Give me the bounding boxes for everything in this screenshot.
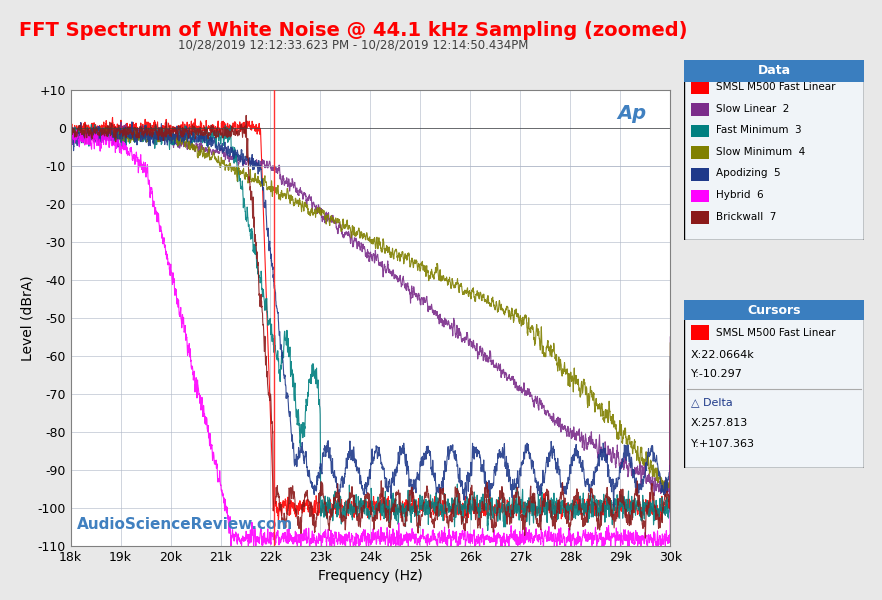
Text: Slow Minimum  4: Slow Minimum 4 bbox=[716, 147, 805, 157]
FancyBboxPatch shape bbox=[684, 300, 864, 468]
FancyBboxPatch shape bbox=[684, 60, 864, 240]
Text: △ Delta: △ Delta bbox=[691, 397, 733, 407]
Text: Y:-10.297: Y:-10.297 bbox=[691, 369, 743, 379]
Bar bbox=[691, 146, 709, 159]
Bar bbox=[691, 125, 709, 137]
Text: Cursors: Cursors bbox=[747, 304, 801, 317]
Bar bbox=[684, 60, 864, 82]
Bar bbox=[691, 325, 709, 340]
Text: Hybrid  6: Hybrid 6 bbox=[716, 190, 764, 200]
Text: Apodizing  5: Apodizing 5 bbox=[716, 169, 781, 178]
Bar bbox=[691, 82, 709, 94]
Text: SMSL M500 Fast Linear: SMSL M500 Fast Linear bbox=[716, 82, 835, 92]
Bar bbox=[691, 103, 709, 116]
Text: Slow Linear  2: Slow Linear 2 bbox=[716, 104, 789, 113]
Text: X:22.0664k: X:22.0664k bbox=[691, 350, 754, 361]
Text: Ap: Ap bbox=[617, 104, 647, 122]
Bar bbox=[691, 168, 709, 181]
X-axis label: Frequency (Hz): Frequency (Hz) bbox=[318, 569, 422, 583]
Text: Data: Data bbox=[758, 64, 790, 77]
Bar bbox=[691, 190, 709, 202]
Text: SMSL M500 Fast Linear: SMSL M500 Fast Linear bbox=[716, 328, 835, 338]
Text: X:257.813: X:257.813 bbox=[691, 418, 748, 428]
Text: Y:+107.363: Y:+107.363 bbox=[691, 439, 755, 449]
Text: FFT Spectrum of White Noise @ 44.1 kHz Sampling (zoomed): FFT Spectrum of White Noise @ 44.1 kHz S… bbox=[19, 21, 687, 40]
Text: Brickwall  7: Brickwall 7 bbox=[716, 212, 776, 221]
Bar bbox=[691, 211, 709, 224]
Text: Fast Minimum  3: Fast Minimum 3 bbox=[716, 125, 802, 135]
Bar bbox=[684, 300, 864, 320]
Y-axis label: Level (dBrA): Level (dBrA) bbox=[20, 275, 34, 361]
Text: 10/28/2019 12:12:33.623 PM - 10/28/2019 12:14:50.434PM: 10/28/2019 12:12:33.623 PM - 10/28/2019 … bbox=[177, 39, 528, 52]
Text: AudioScienceReview.com: AudioScienceReview.com bbox=[77, 517, 293, 532]
